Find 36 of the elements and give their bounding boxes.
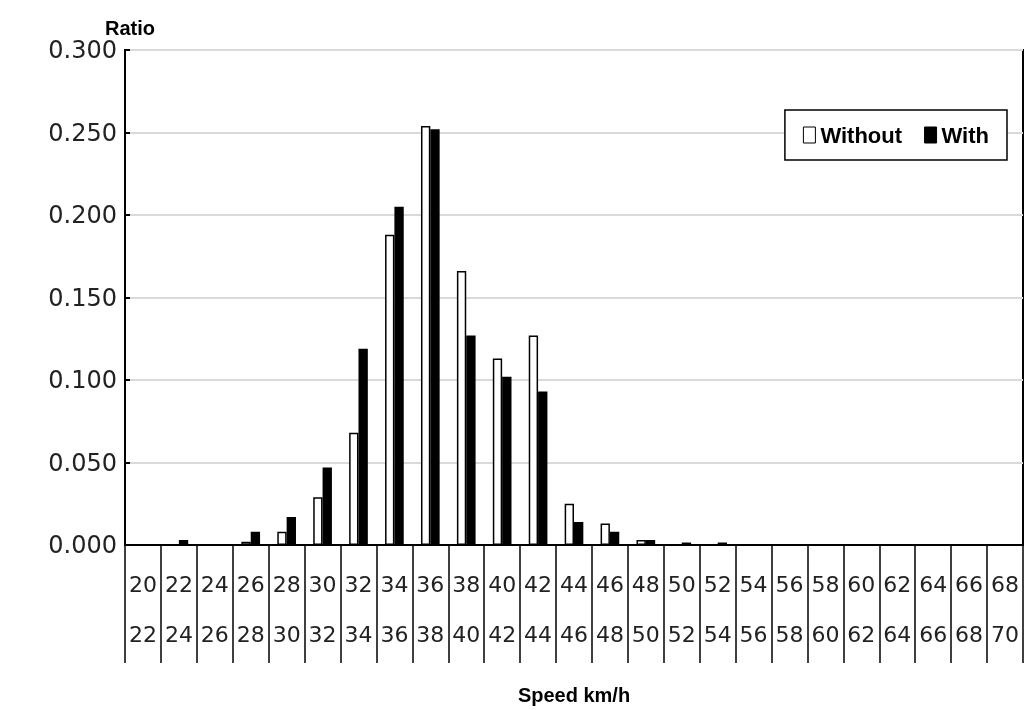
x-tick-label: 38 40 <box>452 571 481 647</box>
x-tick-label: 30 32 <box>308 571 337 647</box>
x-tick-label: 20 22 <box>128 571 157 647</box>
y-tick-label: 0.050 <box>48 448 117 477</box>
x-tick-label: 44 46 <box>560 571 588 647</box>
x-tick-label: 56 58 <box>775 571 804 647</box>
x-tick-label: 68 70 <box>991 571 1020 647</box>
x-tick-label: 48 50 <box>631 571 660 647</box>
x-tick-label: 42 44 <box>524 571 553 647</box>
y-tick-label: 0.150 <box>48 283 117 312</box>
legend-label: With <box>941 122 989 148</box>
x-tick-label: 28 30 <box>272 571 301 647</box>
x-tick-label: 52 54 <box>703 571 732 647</box>
x-tick-label: 36 38 <box>416 571 445 647</box>
x-tick-label: 24 26 <box>200 571 229 647</box>
x-axis-title: Speed km/h <box>517 684 631 706</box>
x-tick-label: 58 60 <box>811 571 840 647</box>
x-tick-label: 62 64 <box>883 571 912 647</box>
x-tick-label: 34 36 <box>380 571 409 647</box>
x-tick-label: 32 34 <box>344 571 373 647</box>
x-tick-label: 54 56 <box>739 571 768 647</box>
legend-label: Without <box>820 122 903 148</box>
x-tick-label: 60 62 <box>847 571 876 647</box>
y-tick-label: 0.250 <box>48 118 117 147</box>
x-tick-label: 22 24 <box>164 571 193 647</box>
y-axis-title: Ratio <box>105 17 155 39</box>
x-tick-label: 46 48 <box>595 571 624 647</box>
y-tick-label: 0.300 <box>48 36 117 64</box>
x-tick-label: 66 68 <box>955 571 984 647</box>
y-tick-label: 0.200 <box>48 201 117 229</box>
y-tick-label: 0.100 <box>48 366 117 394</box>
x-tick-label: 40 42 <box>488 571 517 647</box>
y-tick-label: 0.000 <box>48 531 117 559</box>
x-tick-label: 50 52 <box>667 571 696 647</box>
x-tick-label: 26 28 <box>236 571 265 647</box>
x-tick-label: 64 66 <box>919 571 948 647</box>
